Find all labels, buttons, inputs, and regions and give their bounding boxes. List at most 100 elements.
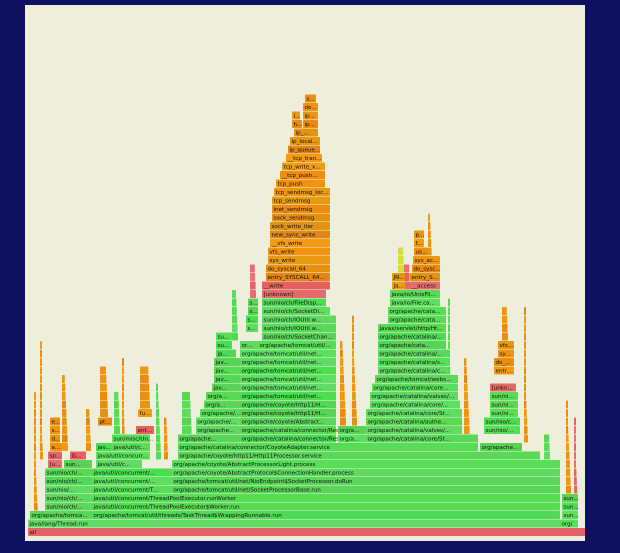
frame: [96, 460, 142, 468]
frame: [366, 417, 462, 426]
frame: [574, 460, 576, 468]
frame: [140, 392, 150, 400]
frame-group: jav...: [212, 383, 240, 392]
frame-label: sun...: [564, 504, 580, 510]
frame-label: a...: [52, 445, 61, 451]
frame: [40, 341, 42, 349]
frame-group: org/apache/tomcat/util/net...: [240, 349, 336, 358]
frame: [352, 409, 357, 417]
frame: [560, 519, 578, 528]
frame: [340, 400, 346, 409]
frame-label: su...: [218, 343, 230, 349]
frame-group: org/apache...: [196, 426, 240, 434]
frame-label: java/util/c...: [97, 462, 131, 468]
frame-label: ja...: [217, 351, 229, 357]
frame: [366, 409, 462, 417]
frame: [40, 358, 42, 366]
frame: [270, 222, 330, 230]
frame: [62, 434, 68, 443]
frame: [140, 375, 149, 383]
frame: [303, 111, 318, 120]
frame-group: ip...: [303, 111, 318, 120]
frame: [34, 502, 38, 511]
frame-group: [unknown]: [262, 290, 326, 298]
frame: [240, 392, 336, 400]
frame: [378, 358, 448, 366]
frame-group: d...: [50, 434, 61, 443]
frame: [272, 213, 330, 222]
frame-label: org/a...: [208, 394, 228, 400]
frame: [112, 443, 150, 451]
frame: [92, 477, 172, 485]
frame-label: org/apache/coyote/http11/Http11Processor…: [180, 453, 323, 459]
frame-group: org/apache...: [178, 434, 240, 443]
frame-group: org/apache/tomcat/util/net...: [240, 375, 336, 383]
frame: [178, 434, 240, 443]
frame: [250, 281, 256, 290]
frame: [340, 417, 346, 426]
frame: [62, 409, 67, 417]
frame-group: org/apache/tomca...: [30, 511, 92, 519]
frame-group: vfs_write: [268, 247, 330, 256]
frame: [232, 315, 238, 324]
frame-label: org/apache/catalina/...: [380, 351, 443, 357]
frame: [490, 392, 518, 400]
frame: [574, 443, 576, 451]
frame: [484, 426, 520, 434]
frame-group: sun...: [64, 460, 92, 468]
frame-group: org/: [560, 519, 578, 528]
frame-label: de...: [305, 105, 318, 111]
frame-group: jav...: [214, 358, 240, 366]
frame: [494, 358, 514, 366]
frame-group: sock_sendmsg: [272, 213, 330, 222]
frame-label: ip...: [305, 113, 316, 119]
frame: [40, 366, 42, 375]
frame-group: org/apache/...: [200, 409, 240, 417]
frame: [378, 324, 446, 332]
frame: [45, 485, 92, 494]
frame-label: java/util/concurrent/ThreadPoolExecutor.…: [93, 496, 237, 502]
frame-group: org/apache/catalina/core...: [372, 383, 458, 392]
frame: [138, 409, 152, 417]
frame-label: inet_sendmsg: [274, 207, 313, 213]
frame: [352, 315, 354, 324]
frame-label: org/apache/...: [198, 419, 237, 425]
frame: [428, 247, 432, 256]
frame: [114, 417, 120, 426]
frame: [40, 383, 42, 392]
frame: [566, 460, 570, 468]
frame-group: org/apache/tomcat/webs...: [375, 375, 458, 383]
frame: [544, 451, 550, 460]
frame: [352, 375, 355, 383]
frame: [114, 392, 119, 400]
frame: [250, 264, 255, 273]
frame: [340, 366, 344, 375]
frame-label: org/apache/tomcat/util/net...: [242, 360, 323, 366]
frame-label: org/apache/cata...: [390, 309, 441, 315]
frame: [448, 358, 450, 366]
frame: [92, 468, 172, 477]
frame: [524, 409, 527, 417]
frame: [303, 103, 318, 111]
frame: [464, 375, 468, 383]
frame: [398, 264, 404, 273]
frame: [45, 494, 92, 502]
frame-label: sun/nio/ch/SocketChan...: [264, 334, 334, 340]
frame: [340, 392, 345, 400]
frame-label: ip_queue...: [290, 147, 321, 153]
frame-label: vfs...: [500, 343, 514, 349]
frame-group: ja...: [216, 349, 236, 358]
frame: [196, 417, 240, 426]
frame-group: s...: [246, 315, 258, 324]
frame: [448, 366, 451, 375]
frame: [266, 273, 330, 281]
frame: [524, 375, 526, 383]
frame-group: org/apache/coyote/Abstract...: [240, 417, 336, 426]
frame: [122, 426, 125, 434]
frame-group: sun/nio/c...: [484, 417, 520, 426]
frame: [352, 358, 355, 366]
frame: [156, 451, 161, 460]
frame: [544, 434, 550, 443]
